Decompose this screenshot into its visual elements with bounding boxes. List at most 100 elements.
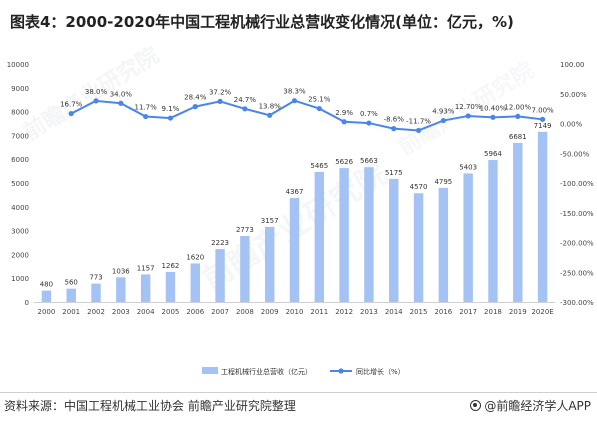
x-axis-tick-label: 2013 bbox=[360, 308, 378, 316]
legend: 工程机械行业总营收（亿元） 同比增长（%） bbox=[202, 367, 405, 376]
line-value-labels: 16.7%38.0% 34.0%11.7% 9.1%28.4%37.2%24.7%1… bbox=[60, 88, 554, 126]
bar bbox=[91, 283, 101, 302]
bar bbox=[413, 193, 424, 302]
bar bbox=[314, 171, 325, 302]
x-axis-tick-label: 2003 bbox=[112, 308, 130, 316]
bar-value-label: 5465 bbox=[310, 162, 328, 170]
bar bbox=[289, 198, 300, 302]
bar-value-label: 2773 bbox=[236, 226, 254, 234]
line-value-label: 38.3% bbox=[283, 88, 306, 96]
left-axis-tick-label: 6000 bbox=[11, 156, 29, 164]
bar bbox=[116, 277, 126, 302]
x-axis-tick-label: 2005 bbox=[162, 308, 180, 316]
bar bbox=[66, 288, 76, 302]
bar-value-label: 5663 bbox=[360, 157, 378, 165]
chart-title: 图表4：2000-2020年中国工程机械行业总营收变化情况(单位：亿元，%) bbox=[10, 13, 514, 31]
line-value-label: -8.6% bbox=[384, 116, 405, 124]
right-axis-tick-label: -250.00% bbox=[560, 269, 594, 277]
line-value-label: 24.7% bbox=[234, 96, 257, 104]
x-axis-tick-label: 2009 bbox=[261, 308, 279, 316]
left-axis-tick-label: 8000 bbox=[11, 109, 29, 117]
left-axis-tick-label: 4000 bbox=[11, 204, 29, 212]
x-axis-tick-label: 2016 bbox=[434, 308, 452, 316]
x-axis-tick-label: 2004 bbox=[137, 308, 155, 316]
legend-bar-swatch bbox=[202, 367, 218, 374]
bar-value-label: 5403 bbox=[459, 163, 477, 171]
line-point bbox=[316, 105, 322, 112]
right-axis-tick-label: 100.00 bbox=[560, 61, 585, 69]
x-axis-tick-label: 2000 bbox=[37, 308, 55, 316]
right-axis-tick-label: -150.00% bbox=[560, 210, 594, 218]
bar bbox=[537, 131, 548, 302]
x-axis-tick-label: 2001 bbox=[62, 308, 80, 316]
line-point bbox=[68, 110, 74, 117]
bar bbox=[513, 142, 523, 302]
credit: @前瞻经济学人APP bbox=[470, 397, 591, 414]
x-axis-tick-label: 2011 bbox=[310, 308, 328, 316]
bar-value-label: 1036 bbox=[112, 267, 130, 275]
line-point bbox=[291, 98, 298, 104]
x-axis-tick-label: 2002 bbox=[87, 308, 105, 316]
bar-value-label: 2223 bbox=[211, 239, 229, 247]
bar-value-label: 1157 bbox=[137, 264, 155, 272]
line-value-label: 25.1% bbox=[308, 96, 331, 104]
line-value-label: 16.7% bbox=[60, 101, 83, 109]
line-value-label: -11.7% bbox=[406, 117, 431, 125]
line-value-label: 4.93% bbox=[432, 108, 455, 116]
line-value-label: 0.7% bbox=[360, 110, 378, 118]
bar bbox=[165, 271, 176, 302]
bar-series bbox=[41, 131, 548, 302]
left-axis-tick-label: 0 bbox=[25, 299, 29, 307]
x-axis-tick-label: 2008 bbox=[236, 308, 254, 316]
line-value-label: 37.2% bbox=[209, 88, 232, 96]
left-axis-tick-label: 3000 bbox=[11, 228, 29, 236]
line-point bbox=[341, 119, 347, 125]
line-value-label: 12.00% bbox=[504, 103, 531, 111]
x-axis-tick-label: 2014 bbox=[385, 308, 403, 316]
x-axis-tick-label: 2007 bbox=[211, 308, 229, 316]
right-axis-tick-label: 50.00% bbox=[560, 91, 587, 99]
line-point bbox=[539, 116, 546, 122]
line-point bbox=[192, 104, 198, 110]
growth-line bbox=[70, 99, 543, 132]
line-value-label: 38.0% bbox=[85, 88, 108, 96]
bar-value-label: 5626 bbox=[335, 158, 353, 166]
line-point bbox=[217, 98, 223, 104]
right-axis-tick-label: -50.00% bbox=[560, 150, 590, 158]
line-value-label: 7.00% bbox=[531, 106, 554, 114]
footer-divider bbox=[0, 392, 597, 393]
line-series bbox=[68, 98, 546, 134]
bar bbox=[215, 249, 225, 302]
legend-bar-label: 工程机械行业总营收（亿元） bbox=[221, 367, 312, 376]
legend-line-marker bbox=[338, 368, 344, 374]
line-point bbox=[242, 106, 248, 112]
line-point bbox=[118, 100, 124, 106]
line-point bbox=[143, 113, 149, 120]
bar bbox=[190, 263, 200, 302]
bar-value-label: 1620 bbox=[186, 253, 204, 261]
line-value-label: 34.0% bbox=[110, 90, 133, 98]
line-value-label: 13.8% bbox=[259, 102, 282, 110]
bar-value-label: 6681 bbox=[509, 133, 527, 141]
left-axis-tick-label: 2000 bbox=[11, 251, 29, 259]
x-axis-tick-label: 2020E bbox=[531, 308, 553, 316]
left-axis-tick-label: 10000 bbox=[7, 61, 29, 69]
bar-value-label: 4367 bbox=[286, 188, 304, 196]
line-value-label: 11.7% bbox=[135, 104, 158, 112]
line-point bbox=[267, 112, 273, 118]
left-axis-tick-label: 9000 bbox=[11, 85, 29, 93]
line-value-label: 9.1% bbox=[162, 105, 180, 113]
line-point bbox=[93, 98, 99, 104]
bar-value-label: 5964 bbox=[484, 150, 502, 158]
bar bbox=[264, 226, 275, 302]
bar-value-label: 3157 bbox=[261, 217, 279, 225]
line-point bbox=[366, 120, 372, 126]
right-axis: 100.00 50.00% 0.00% -50.00% -100.00% -150.00%… bbox=[560, 61, 594, 307]
right-axis-tick-label: -300.00% bbox=[560, 299, 594, 307]
bar-value-label: 480 bbox=[40, 281, 53, 289]
left-axis-tick-label: 7000 bbox=[11, 132, 29, 140]
bar bbox=[389, 178, 399, 302]
bar-value-label: 5175 bbox=[385, 169, 403, 177]
line-value-label: 2.9% bbox=[335, 109, 353, 117]
